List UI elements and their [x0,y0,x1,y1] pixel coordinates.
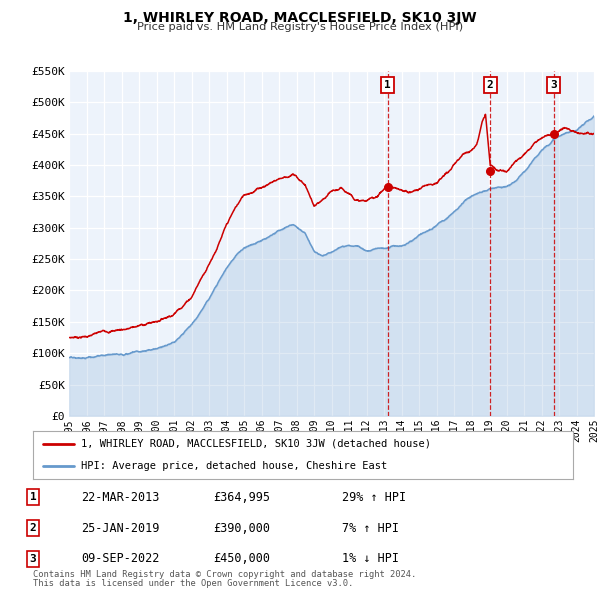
Text: £450,000: £450,000 [213,552,270,565]
Text: 1, WHIRLEY ROAD, MACCLESFIELD, SK10 3JW (detached house): 1, WHIRLEY ROAD, MACCLESFIELD, SK10 3JW … [80,439,431,449]
Text: £390,000: £390,000 [213,522,270,535]
Text: Price paid vs. HM Land Registry's House Price Index (HPI): Price paid vs. HM Land Registry's House … [137,22,463,32]
Text: HPI: Average price, detached house, Cheshire East: HPI: Average price, detached house, Ches… [80,461,387,471]
Text: 09-SEP-2022: 09-SEP-2022 [81,552,160,565]
Text: 3: 3 [29,554,37,563]
Text: 3: 3 [550,80,557,90]
Text: 22-MAR-2013: 22-MAR-2013 [81,491,160,504]
Text: 2: 2 [29,523,37,533]
Text: £364,995: £364,995 [213,491,270,504]
Text: 1: 1 [385,80,391,90]
Text: Contains HM Land Registry data © Crown copyright and database right 2024.: Contains HM Land Registry data © Crown c… [33,571,416,579]
Text: 2: 2 [487,80,494,90]
Text: 25-JAN-2019: 25-JAN-2019 [81,522,160,535]
Text: 1, WHIRLEY ROAD, MACCLESFIELD, SK10 3JW: 1, WHIRLEY ROAD, MACCLESFIELD, SK10 3JW [123,11,477,25]
Text: 1% ↓ HPI: 1% ↓ HPI [342,552,399,565]
Text: 1: 1 [29,493,37,502]
Text: This data is licensed under the Open Government Licence v3.0.: This data is licensed under the Open Gov… [33,579,353,588]
Text: 7% ↑ HPI: 7% ↑ HPI [342,522,399,535]
Text: 29% ↑ HPI: 29% ↑ HPI [342,491,406,504]
